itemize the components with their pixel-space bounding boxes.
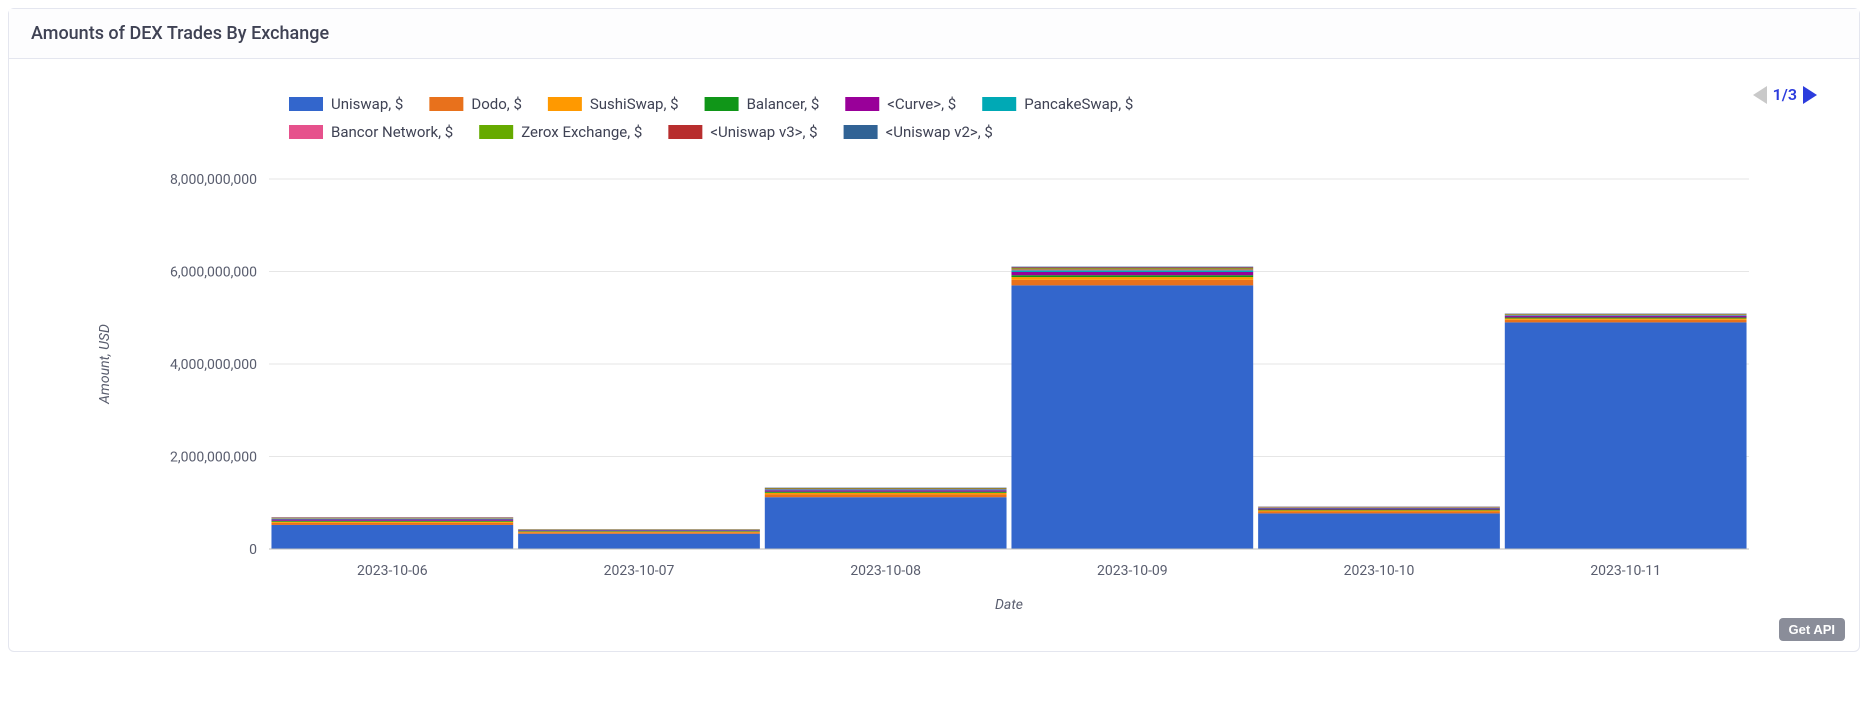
bar-segment[interactable]: [1011, 269, 1253, 270]
bar-segment[interactable]: [765, 489, 1007, 490]
bar-segment[interactable]: [765, 494, 1007, 497]
bar-segment[interactable]: [518, 534, 760, 549]
bar-segment[interactable]: [1011, 272, 1253, 275]
legend-swatch[interactable]: [705, 97, 739, 111]
legend-label[interactable]: PancakeSwap, $: [1024, 95, 1133, 113]
bar-segment[interactable]: [1258, 510, 1500, 511]
legend-label[interactable]: Balancer, $: [747, 95, 820, 113]
bar-segment[interactable]: [1505, 320, 1747, 323]
legend-label[interactable]: <Curve>, $: [887, 95, 956, 113]
legend-swatch[interactable]: [289, 125, 323, 139]
x-tick-label: 2023-10-10: [1344, 563, 1415, 579]
bar-segment[interactable]: [1505, 315, 1747, 316]
bar-segment[interactable]: [271, 519, 513, 520]
bar-segment[interactable]: [1011, 275, 1253, 277]
bar-segment[interactable]: [765, 492, 1007, 493]
bar-segment[interactable]: [518, 530, 760, 531]
bar-segment[interactable]: [1011, 267, 1253, 268]
x-tick-label: 2023-10-09: [1097, 563, 1168, 579]
bar-segment[interactable]: [271, 525, 513, 549]
legend-swatch[interactable]: [982, 97, 1016, 111]
bar-segment[interactable]: [271, 523, 513, 525]
x-tick-label: 2023-10-07: [604, 563, 675, 579]
x-tick-label: 2023-10-08: [850, 563, 921, 579]
bar-segment[interactable]: [1011, 277, 1253, 280]
y-tick-label: 4,000,000,000: [170, 357, 257, 373]
legend-swatch[interactable]: [289, 97, 323, 111]
bar-segment[interactable]: [1011, 268, 1253, 269]
y-tick-label: 0: [249, 542, 257, 558]
legend-swatch[interactable]: [429, 97, 463, 111]
bar-segment[interactable]: [1258, 510, 1500, 511]
legend-label[interactable]: Dodo, $: [471, 95, 522, 113]
bar-segment[interactable]: [271, 521, 513, 522]
y-axis-label: Amount, USD: [97, 324, 113, 405]
bar-segment[interactable]: [765, 488, 1007, 489]
legend-swatch[interactable]: [668, 125, 702, 139]
legend-label[interactable]: Bancor Network, $: [331, 123, 453, 141]
chart-card: Amounts of DEX Trades By Exchange 1/3 02…: [8, 8, 1860, 652]
legend-swatch[interactable]: [844, 125, 878, 139]
bar-segment[interactable]: [1011, 267, 1253, 268]
bar-segment[interactable]: [1505, 316, 1747, 317]
y-tick-label: 8,000,000,000: [170, 172, 257, 188]
bar-segment[interactable]: [1258, 513, 1500, 549]
bar-segment[interactable]: [518, 532, 760, 533]
bar-segment[interactable]: [1505, 317, 1747, 318]
bar-segment[interactable]: [1258, 512, 1500, 514]
bar-segment[interactable]: [1505, 322, 1747, 549]
bar-segment[interactable]: [271, 519, 513, 520]
legend-swatch[interactable]: [548, 97, 582, 111]
bar-segment[interactable]: [1011, 270, 1253, 272]
x-tick-label: 2023-10-11: [1590, 563, 1661, 579]
legend-label[interactable]: <Uniswap v2>, $: [886, 123, 993, 141]
chart-area: 0 2,000,000,000 4,000,000,000 6,000,000,000…: [39, 79, 1829, 639]
legend-swatch[interactable]: [845, 97, 879, 111]
bar-segment[interactable]: [518, 532, 760, 533]
stacked-bar-chart: 0 2,000,000,000 4,000,000,000 6,000,000,000…: [39, 79, 1819, 639]
bar-segment[interactable]: [518, 531, 760, 532]
bar-segment[interactable]: [1011, 285, 1253, 549]
x-axis-label: Date: [995, 597, 1023, 613]
legend-swatch[interactable]: [479, 125, 513, 139]
bar-segment[interactable]: [1505, 318, 1747, 319]
card-title: Amounts of DEX Trades By Exchange: [9, 9, 1859, 59]
bar-segment[interactable]: [271, 522, 513, 523]
bar-segment[interactable]: [765, 490, 1007, 491]
bar-segment[interactable]: [1011, 280, 1253, 286]
bar-segment[interactable]: [1505, 314, 1747, 315]
get-api-button[interactable]: Get API: [1779, 618, 1845, 641]
legend-label[interactable]: Zerox Exchange, $: [521, 123, 642, 141]
y-tick-label: 6,000,000,000: [170, 265, 257, 281]
bar-segment[interactable]: [1258, 508, 1500, 509]
card-body: 1/3 02,000,000,0004,000,000,0006,000,000…: [9, 59, 1859, 651]
bar-segment[interactable]: [765, 497, 1007, 549]
legend-label[interactable]: SushiSwap, $: [590, 95, 679, 113]
bar-segment[interactable]: [1258, 508, 1500, 509]
bar-segment[interactable]: [765, 493, 1007, 495]
y-tick-label: 2,000,000,000: [170, 450, 257, 466]
legend-label[interactable]: <Uniswap v3>, $: [710, 123, 817, 141]
legend-label[interactable]: Uniswap, $: [331, 95, 403, 113]
x-tick-label: 2023-10-06: [357, 563, 428, 579]
